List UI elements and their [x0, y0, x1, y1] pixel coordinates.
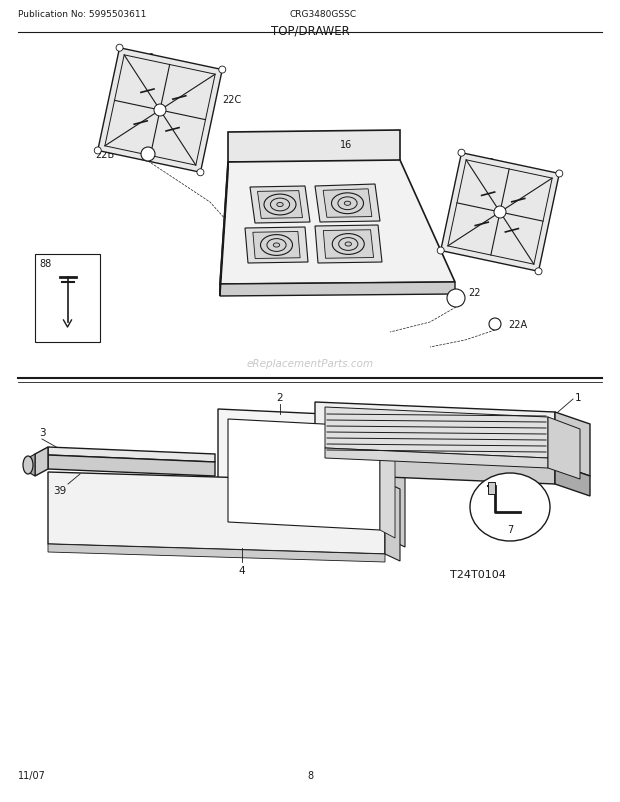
Polygon shape [555, 464, 590, 496]
Circle shape [494, 207, 506, 219]
Polygon shape [48, 545, 385, 562]
Ellipse shape [273, 244, 280, 248]
Text: CRG3480GSSC: CRG3480GSSC [290, 10, 357, 19]
Circle shape [219, 67, 226, 74]
Text: 20: 20 [142, 53, 154, 63]
Polygon shape [35, 448, 48, 476]
Circle shape [447, 290, 465, 308]
Polygon shape [250, 187, 310, 224]
Polygon shape [441, 153, 559, 272]
Polygon shape [245, 228, 308, 264]
Polygon shape [488, 482, 495, 494]
Polygon shape [323, 189, 372, 218]
Text: Publication No: 5995503611: Publication No: 5995503611 [18, 10, 146, 19]
Polygon shape [315, 403, 555, 464]
Polygon shape [325, 448, 548, 468]
Polygon shape [257, 192, 303, 219]
Text: 22: 22 [468, 288, 481, 298]
Polygon shape [48, 456, 215, 476]
Polygon shape [390, 418, 405, 547]
Text: 11/07: 11/07 [18, 770, 46, 780]
Polygon shape [323, 230, 374, 259]
Polygon shape [48, 472, 385, 554]
Text: eReplacementParts.com: eReplacementParts.com [246, 358, 374, 369]
Text: 16: 16 [340, 140, 352, 150]
Polygon shape [220, 160, 455, 285]
Polygon shape [315, 225, 382, 264]
Polygon shape [220, 282, 455, 297]
Polygon shape [98, 49, 222, 173]
Circle shape [556, 171, 563, 178]
Text: T24T0104: T24T0104 [450, 569, 506, 579]
Polygon shape [385, 482, 400, 561]
Polygon shape [228, 419, 380, 530]
Circle shape [437, 248, 444, 255]
Text: 22C: 22C [222, 95, 241, 105]
Bar [35, 255, 100, 342]
Ellipse shape [470, 473, 550, 541]
Polygon shape [228, 131, 400, 163]
Polygon shape [28, 455, 35, 476]
Text: 1: 1 [575, 392, 582, 403]
Circle shape [535, 269, 542, 275]
Circle shape [154, 105, 166, 117]
Text: 39: 39 [53, 485, 66, 496]
Text: 88: 88 [39, 259, 51, 269]
Polygon shape [253, 233, 300, 259]
Polygon shape [555, 412, 590, 476]
Ellipse shape [277, 203, 283, 208]
Polygon shape [220, 163, 228, 297]
Polygon shape [218, 410, 390, 541]
Text: 7: 7 [507, 525, 513, 534]
Text: 20: 20 [482, 158, 494, 168]
Ellipse shape [345, 243, 352, 247]
Text: 3: 3 [38, 427, 45, 437]
Text: 22A: 22A [508, 320, 527, 330]
Text: 22B: 22B [95, 150, 114, 160]
Text: TOP/DRAWER: TOP/DRAWER [270, 24, 350, 37]
Polygon shape [315, 455, 555, 484]
Polygon shape [48, 448, 215, 463]
Circle shape [458, 150, 465, 157]
Text: 4: 4 [239, 565, 246, 575]
Text: 8: 8 [307, 770, 313, 780]
Ellipse shape [344, 202, 351, 206]
Polygon shape [325, 407, 548, 459]
Circle shape [197, 169, 204, 176]
Polygon shape [380, 427, 395, 538]
Text: 2: 2 [277, 392, 283, 403]
Circle shape [141, 148, 155, 162]
Circle shape [116, 45, 123, 52]
Circle shape [94, 148, 101, 155]
Circle shape [489, 318, 501, 330]
Polygon shape [315, 184, 380, 223]
Ellipse shape [23, 456, 33, 475]
Polygon shape [548, 418, 580, 480]
